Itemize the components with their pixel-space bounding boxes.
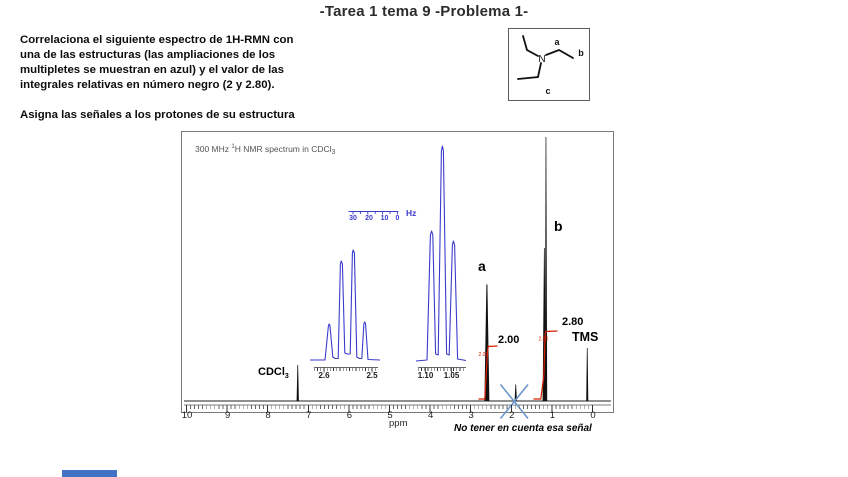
integral-b-value-small: 2.80	[539, 337, 549, 343]
hz-tick-30: 30	[349, 215, 357, 222]
axis-major-ticks	[186, 405, 595, 412]
axis-tick-5: 5	[387, 410, 393, 421]
instructions-line-3: multipletes se muestran en azul) y el va…	[20, 64, 284, 76]
quartet-tick-left: 2.6	[318, 371, 330, 380]
nmr-spectrum-panel: 300 MHz 1H NMR spectrum in CDCl3	[181, 131, 614, 434]
axis-tick-0: 0	[590, 410, 596, 421]
triethylamine-structure: N a b c	[517, 35, 584, 96]
integral-a-value: 2.00	[498, 334, 520, 346]
integral-b	[533, 330, 558, 400]
tms-label: TMS	[572, 330, 599, 344]
axis-unit-label: ppm	[389, 418, 408, 429]
hz-unit-label: Hz	[406, 208, 417, 218]
structure-label-c: c	[545, 86, 550, 96]
axis-tick-4: 4	[427, 410, 434, 421]
integral-traces	[478, 330, 558, 400]
peak-a	[484, 284, 490, 401]
page-title: -Tarea 1 tema 9 -Problema 1-	[319, 3, 529, 20]
hz-tick-20: 20	[365, 215, 373, 222]
peak-b	[544, 137, 548, 401]
structure-box: N a b c	[508, 28, 590, 101]
structure-label-b: b	[578, 48, 584, 58]
axis-tick-7: 7	[306, 410, 312, 421]
integral-a-value-small: 2.00	[479, 352, 489, 358]
instructions-line-1: Correlaciona el siguiente espectro de 1H…	[20, 34, 294, 46]
triplet-tick-right: 1.05	[443, 371, 460, 380]
structure-skeleton	[517, 35, 574, 80]
hz-tick-10: 10	[380, 215, 389, 222]
inset-quartet-curve	[310, 249, 381, 361]
instructions-line-2: una de las estructuras (las ampliaciones…	[20, 49, 276, 61]
structure-label-a: a	[554, 37, 560, 47]
integral-b-value: 2.80	[562, 316, 584, 328]
hz-ruler	[348, 211, 399, 215]
triplet-tick-left: 1.10	[417, 371, 434, 380]
assign-instruction: Asigna las señales a los protones de su …	[20, 109, 295, 121]
spectrum-caption: 300 MHz 1H NMR spectrum in CDCl3	[195, 144, 336, 156]
quartet-tick-right: 2.5	[366, 371, 378, 380]
peak-a-label: a	[478, 258, 486, 274]
spectrum-plot: 2.00 2.80	[184, 137, 611, 420]
integral-a	[478, 345, 498, 400]
ignore-signal-note: No tener en cuenta esa señal	[454, 423, 592, 434]
cross-out-mark	[499, 383, 529, 420]
inset-triplet-curve	[415, 145, 467, 362]
axis-tick-1: 1	[549, 410, 556, 421]
bottom-blue-bar	[62, 470, 117, 477]
cdcl3-peak	[296, 365, 299, 401]
hz-tick-0: 0	[395, 215, 400, 222]
cdcl3-label: CDCl3	[258, 366, 289, 381]
axis-tick-6: 6	[346, 410, 353, 421]
axis-tick-2: 2	[509, 410, 515, 421]
quartet-minor-ticks	[314, 368, 378, 371]
peak-b-shoulder	[542, 248, 546, 401]
triplet-minor-ticks	[418, 368, 466, 371]
instructions-line-4: integrales relativas en número negro (2 …	[20, 79, 275, 91]
axis-tick-8: 8	[265, 410, 271, 421]
axis-tick-10: 10	[181, 410, 193, 421]
axis-tick-3: 3	[468, 410, 474, 421]
nitrogen-atom-label: N	[538, 54, 545, 65]
tms-peak	[586, 348, 589, 401]
ignored-peak	[514, 384, 517, 401]
peak-b-label: b	[554, 218, 563, 234]
instructions-block: Correlaciona el siguiente espectro de 1H…	[20, 33, 350, 93]
axis-tick-9: 9	[224, 410, 231, 421]
